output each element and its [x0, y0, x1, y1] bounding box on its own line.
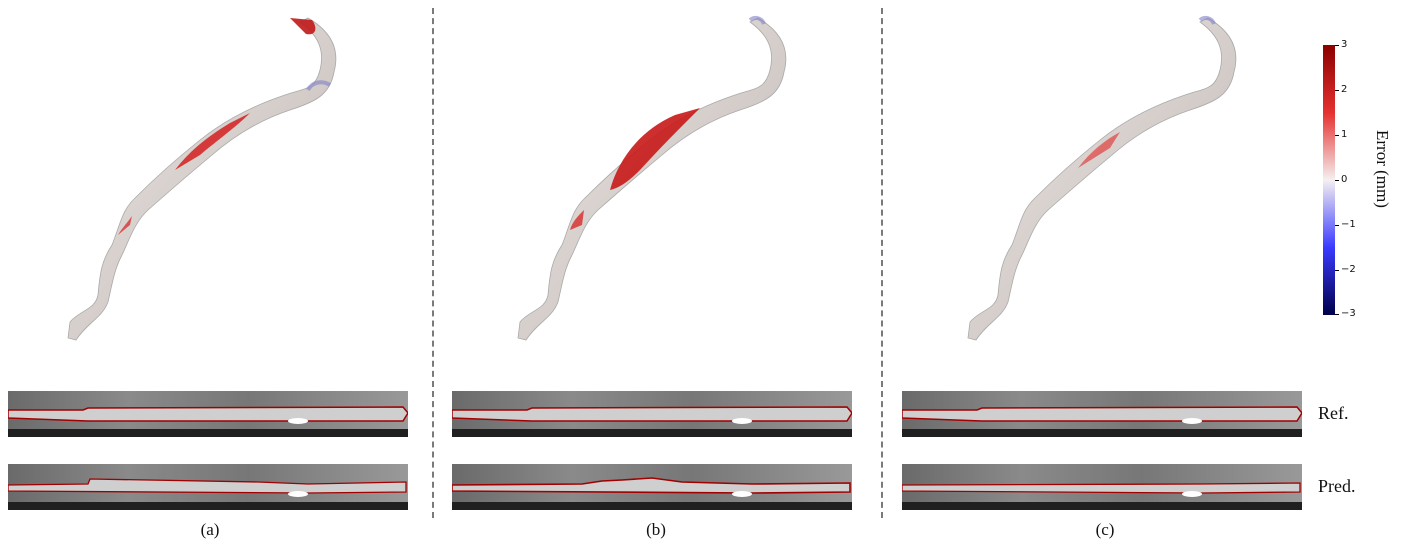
colorbar-tick-label: 1	[1341, 129, 1348, 140]
colorbar-tick-label: −2	[1341, 264, 1356, 275]
colorbar-tickmark	[1335, 314, 1339, 315]
colorbar-tick-label: 2	[1341, 84, 1348, 95]
colorbar-tickmark	[1335, 270, 1339, 271]
colorbar-tickmark	[1335, 45, 1339, 46]
colorbar-tick-label: 3	[1341, 39, 1348, 50]
row-label-ref: Ref.	[1318, 403, 1349, 423]
panel-divider-2	[881, 8, 883, 518]
panel-label-a: (a)	[200, 520, 220, 539]
colorbar-tickmark	[1335, 180, 1339, 181]
vessel-render-c	[950, 10, 1310, 350]
row-label-pred: Pred.	[1318, 476, 1356, 496]
ct-strip-pred-c	[902, 464, 1302, 510]
ct-strip-ref-a	[8, 391, 408, 437]
colorbar-tick-label: 0	[1341, 174, 1348, 185]
vessel-render-b	[500, 10, 860, 350]
colorbar-tickmark	[1335, 135, 1339, 136]
colorbar-tick-label: −1	[1341, 219, 1356, 230]
colorbar-title: Error (mm)	[1373, 130, 1392, 208]
ct-strip-ref-c	[902, 391, 1302, 437]
colorbar-tick-label: −3	[1341, 308, 1356, 319]
panel-label-c: (c)	[1095, 520, 1115, 539]
colorbar-tickmark	[1335, 90, 1339, 91]
panel-divider-1	[432, 8, 434, 518]
vessel-render-a	[50, 10, 410, 350]
colorbar-tickmark	[1335, 225, 1339, 226]
ct-strip-pred-a	[8, 464, 408, 510]
panel-label-b: (b)	[646, 520, 666, 539]
colorbar	[1323, 45, 1335, 315]
ct-strip-pred-b	[452, 464, 852, 510]
ct-strip-ref-b	[452, 391, 852, 437]
